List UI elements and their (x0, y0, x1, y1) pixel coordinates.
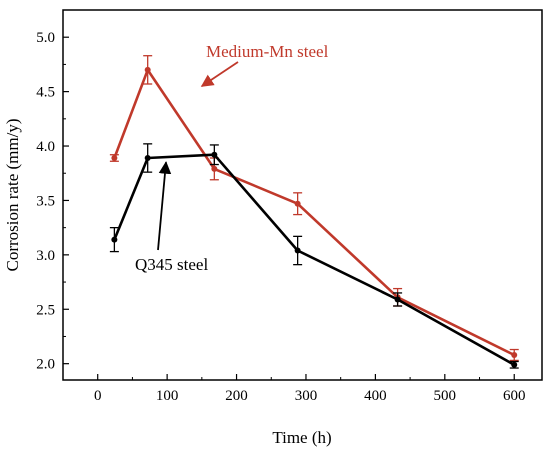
data-point-q345 (394, 296, 401, 303)
x-tick-label: 0 (94, 388, 102, 404)
annotation-q345-label: Q345 steel (135, 255, 208, 274)
y-tick-label: 4.5 (36, 85, 55, 101)
data-point-medium-mn (211, 165, 218, 172)
x-tick-label: 500 (434, 388, 457, 404)
axis-ticks: 0 100 200 300 400 500 600 2.0 2.5 3.0 3.5 4.0 4.5 5.0 (36, 30, 525, 404)
data-point-q345 (144, 155, 151, 161)
x-tick-label: 600 (503, 388, 526, 404)
data-point-medium-mn (511, 351, 518, 358)
x-tick-label: 200 (225, 388, 248, 404)
y-tick-label: 2.0 (36, 357, 55, 373)
annotation-medium-mn-label: Medium-Mn steel (206, 42, 329, 61)
x-tick-label: 400 (364, 388, 387, 404)
series-line-q345 (113, 153, 515, 366)
data-point-q345 (111, 236, 118, 243)
series-layer (109, 55, 519, 369)
x-tick-label: 300 (295, 388, 318, 404)
data-point-medium-mn (294, 200, 301, 207)
y-tick-label: 2.5 (36, 302, 55, 318)
plot-frame (62, 9, 543, 381)
annotation-medium-mn-arrow (200, 61, 239, 87)
data-point-q345 (511, 361, 518, 368)
series-line-medium-mn (113, 68, 515, 357)
annotation-q345-arrow (157, 161, 172, 251)
x-tick-label: 100 (156, 388, 179, 404)
x-axis-title: Time (h) (272, 428, 331, 447)
y-tick-label: 5.0 (36, 30, 55, 46)
y-tick-label: 3.5 (36, 193, 55, 209)
data-point-q345 (211, 151, 218, 158)
data-point-medium-mn (144, 66, 151, 73)
y-axis-title: Corrosion rate (mm/y) (3, 119, 22, 272)
annotation-layer: Medium-Mn steel Q345 steel (135, 42, 329, 274)
data-point-medium-mn (111, 155, 118, 161)
data-point-q345 (294, 247, 301, 254)
y-tick-label: 4.0 (36, 139, 55, 155)
y-tick-label: 3.0 (36, 248, 55, 264)
